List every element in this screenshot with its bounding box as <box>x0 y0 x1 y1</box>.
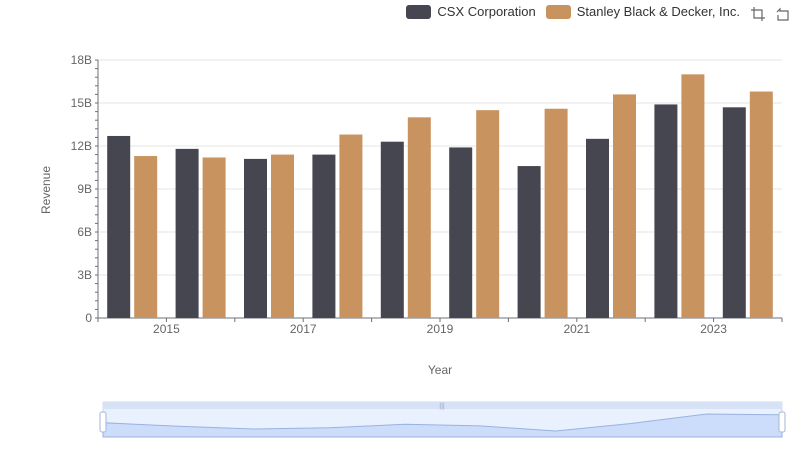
y-tick-label: 0 <box>85 311 92 325</box>
toolbox <box>750 6 790 22</box>
bar-csx-2014[interactable] <box>107 135 131 318</box>
bar-csx-2021[interactable] <box>586 138 609 318</box>
y-tick-label: 15B <box>71 96 92 110</box>
bar-stanley-2019[interactable] <box>476 110 500 319</box>
slider-handle-right[interactable] <box>778 411 786 433</box>
data-zoom-slider[interactable]: ||| <box>99 401 786 438</box>
x-axis-title: Year <box>428 363 452 377</box>
bar-stanley-2016[interactable] <box>271 154 294 318</box>
bar-stanley-2021[interactable] <box>613 94 636 319</box>
x-tick-label: 2021 <box>563 322 590 336</box>
slider-grip-icon: ||| <box>439 403 445 410</box>
bar-stanley-2014[interactable] <box>134 156 158 318</box>
bars[interactable] <box>107 74 773 319</box>
bar-csx-2018[interactable] <box>380 141 404 318</box>
legend-item-csx[interactable]: CSX Corporation <box>406 4 536 19</box>
y-axis-title: Revenue <box>39 166 53 214</box>
slider-handle-left[interactable] <box>99 411 107 433</box>
grid-lines <box>98 59 782 276</box>
zoom-icon[interactable] <box>750 6 766 22</box>
bar-csx-2020[interactable] <box>517 166 541 318</box>
legend-swatch-stanley <box>545 4 571 19</box>
bar-stanley-2023[interactable] <box>749 91 773 319</box>
legend-label-csx: CSX Corporation <box>437 4 536 19</box>
y-tick-label: 6B <box>77 225 92 239</box>
bar-csx-2022[interactable] <box>654 104 678 318</box>
y-tick-label: 12B <box>71 139 92 153</box>
x-axis: 2015 2017 2019 2021 2023 <box>97 317 783 336</box>
bar-csx-2023[interactable] <box>722 107 746 318</box>
y-tick-label: 3B <box>77 268 92 282</box>
bar-csx-2015[interactable] <box>175 148 199 318</box>
x-tick-label: 2017 <box>290 322 317 336</box>
bar-csx-2019[interactable] <box>449 147 473 318</box>
bar-csx-2017[interactable] <box>312 154 336 318</box>
restore-icon[interactable] <box>774 6 790 22</box>
bar-stanley-2018[interactable] <box>407 117 431 318</box>
x-tick-label: 2019 <box>427 322 454 336</box>
slider-top-bar[interactable] <box>103 402 782 409</box>
y-tick-label: 9B <box>77 182 92 196</box>
bar-stanley-2022[interactable] <box>681 74 705 318</box>
legend-item-stanley[interactable]: Stanley Black & Decker, Inc. <box>545 4 740 19</box>
x-tick-label: 2023 <box>700 322 727 336</box>
y-tick-label: 18B <box>71 53 92 67</box>
bar-csx-2016[interactable] <box>244 158 267 318</box>
legend-label-stanley: Stanley Black & Decker, Inc. <box>576 4 740 19</box>
bar-stanley-2015[interactable] <box>202 157 226 318</box>
legend: CSX Corporation Stanley Black & Decker, … <box>406 4 740 19</box>
bar-stanley-2017[interactable] <box>339 134 363 318</box>
bar-stanley-2020[interactable] <box>544 108 568 318</box>
y-axis: 0 3B 6B 9B 12B 15B 18B <box>71 53 99 325</box>
x-tick-label: 2015 <box>153 322 180 336</box>
legend-swatch-csx <box>406 4 432 19</box>
